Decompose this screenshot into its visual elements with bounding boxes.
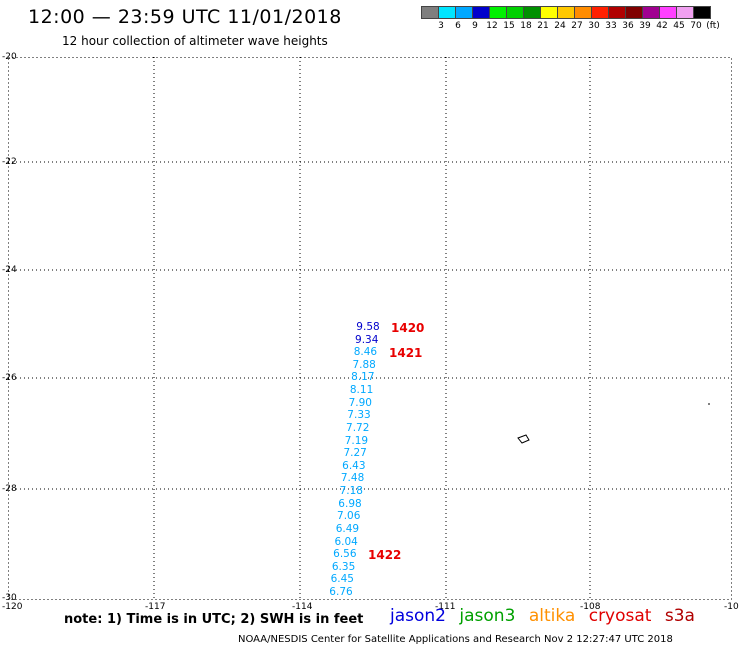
color-swatch — [642, 6, 660, 19]
color-scale-label: 36 — [622, 21, 634, 31]
wave-height-value: 9.34 — [355, 333, 379, 346]
wave-height-value: 6.43 — [342, 459, 366, 472]
wave-height-value: 7.27 — [343, 447, 367, 460]
time-label: 1421 — [389, 346, 423, 360]
color-swatch — [523, 6, 541, 19]
color-scale-labels: 3 6 9 12 15 18 21 24 27 30 33 36 39 42 45 70 (ft) — [421, 21, 740, 33]
color-swatch — [438, 6, 456, 19]
lon-label: -108 — [580, 602, 601, 612]
color-swatch — [659, 6, 677, 19]
color-scale-label: 18 — [520, 21, 532, 31]
wave-height-value: 9.58 — [356, 321, 380, 333]
wave-height-value: 6.45 — [330, 573, 354, 586]
lon-label: -120 — [2, 602, 23, 612]
wave-height-value: 6.76 — [329, 586, 353, 598]
lat-label: -30 — [2, 593, 17, 603]
color-swatch — [489, 6, 507, 19]
color-swatch — [608, 6, 626, 19]
note-text: note: 1) Time is in UTC; 2) SWH is in fe… — [64, 612, 364, 627]
wave-height-value: 7.72 — [346, 421, 370, 434]
wave-height-value: 8.46 — [353, 346, 378, 359]
wave-height-value: 7.19 — [344, 434, 369, 447]
color-scale-label: 3 — [438, 21, 444, 31]
color-scale-label: 70 — [690, 21, 702, 31]
legend-s3a: s3a — [664, 606, 695, 626]
wave-height-value: 6.98 — [338, 497, 362, 510]
time-label: 1422 — [368, 548, 402, 562]
color-swatch — [421, 6, 439, 19]
color-swatch — [574, 6, 592, 19]
color-scale-label: 39 — [639, 21, 651, 31]
lat-label: -20 — [2, 52, 17, 62]
color-scale-label: 15 — [503, 21, 515, 31]
color-scale-label: 33 — [605, 21, 617, 31]
satellite-legend: jason2 jason3 altika cryosat s3a — [390, 606, 703, 626]
lon-label: -10 — [724, 602, 739, 612]
color-swatch — [557, 6, 575, 19]
lon-label: -111 — [435, 602, 456, 612]
color-scale-label: 6 — [455, 21, 461, 31]
color-scale-label: 27 — [571, 21, 583, 31]
wave-height-value: 7.90 — [348, 396, 372, 409]
color-scale-label: 45 — [673, 21, 685, 31]
wave-height-value: 7.33 — [347, 409, 371, 422]
color-scale-label: 12 — [486, 21, 498, 31]
wave-height-value: 6.04 — [334, 535, 358, 548]
page-title: 12:00 — 23:59 UTC 11/01/2018 — [28, 6, 342, 28]
color-swatch — [676, 6, 694, 19]
wave-height-value: 6.56 — [333, 548, 357, 561]
color-scale-label: 9 — [472, 21, 478, 31]
color-swatch — [455, 6, 473, 19]
wave-height-value: 7.06 — [337, 510, 361, 523]
time-label: 1420 — [391, 321, 425, 335]
wave-height-value: 6.35 — [331, 560, 356, 573]
map-grid — [8, 57, 732, 600]
color-swatch — [472, 6, 490, 19]
color-scale-bar — [421, 6, 711, 19]
wave-height-value: 7.48 — [340, 472, 365, 485]
color-swatch — [591, 6, 609, 19]
color-scale-label: 30 — [588, 21, 600, 31]
footer-credit: NOAA/NESDIS Center for Satellite Applica… — [238, 634, 673, 645]
wave-height-value: 7.88 — [352, 358, 376, 371]
color-swatch — [693, 6, 711, 19]
island-outline — [517, 434, 530, 444]
lon-label: -114 — [292, 602, 313, 612]
lon-label: -117 — [145, 602, 166, 612]
legend-altika: altika — [528, 606, 576, 626]
legend-cryosat: cryosat — [588, 606, 652, 626]
wave-height-value: 6.49 — [335, 522, 360, 535]
legend-jason2: jason2 — [390, 606, 446, 626]
color-scale-label: 21 — [537, 21, 549, 31]
color-swatch — [506, 6, 524, 19]
lat-label: -24 — [2, 265, 17, 275]
lat-label: -28 — [2, 484, 17, 494]
wave-height-value: 7.18 — [339, 485, 363, 498]
wave-height-value: 8.11 — [349, 384, 374, 397]
legend-jason3: jason3 — [459, 606, 516, 626]
lat-label: -22 — [2, 157, 17, 167]
color-scale-label: 42 — [656, 21, 668, 31]
color-scale-label: (ft) — [706, 21, 720, 31]
lat-label: -26 — [2, 373, 17, 383]
color-swatch — [540, 6, 558, 19]
wave-height-value: 8.17 — [351, 371, 375, 384]
color-scale-label: 24 — [554, 21, 566, 31]
color-swatch — [625, 6, 643, 19]
page-subtitle: 12 hour collection of altimeter wave hei… — [62, 34, 328, 48]
